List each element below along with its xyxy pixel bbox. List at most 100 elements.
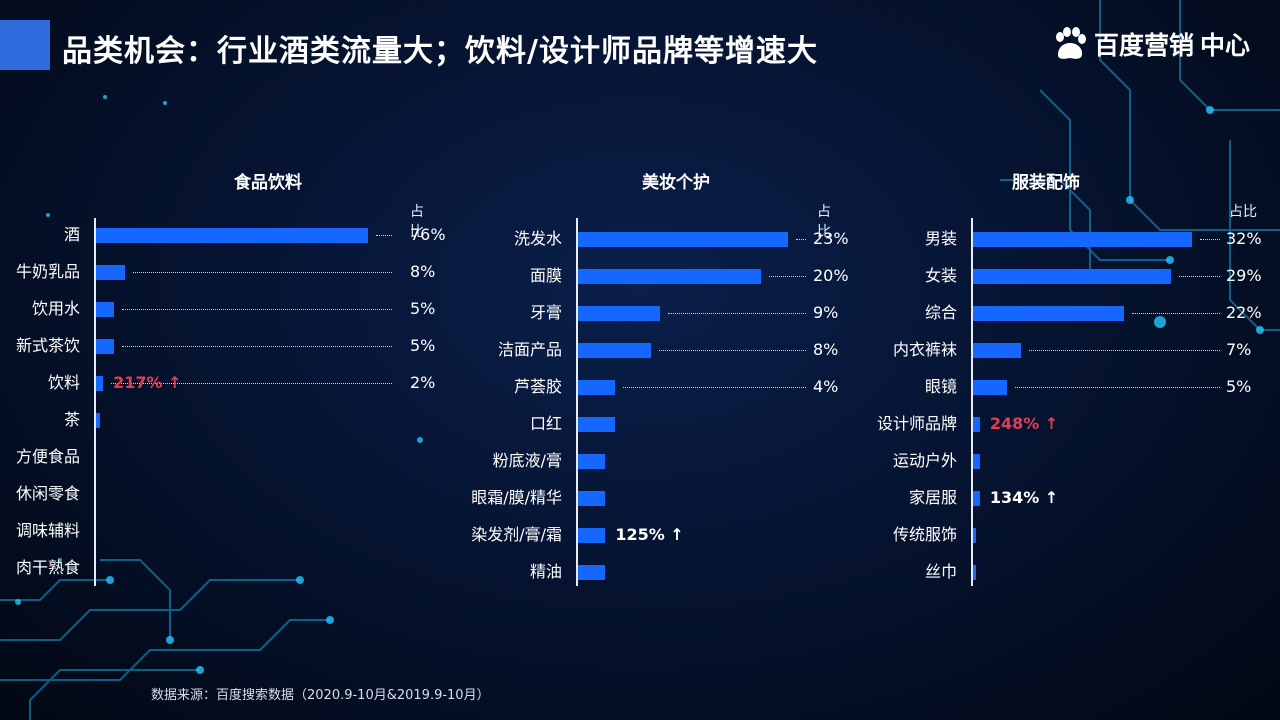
- share-value: 4%: [813, 377, 839, 396]
- brand-logo: 百度营销 中心: [1052, 26, 1250, 62]
- bar: [973, 491, 980, 506]
- category-label: 内衣裤袜: [892, 340, 957, 359]
- share-value: 8%: [813, 340, 839, 359]
- bar: [96, 302, 114, 317]
- category-label: 洁面产品: [497, 340, 562, 359]
- category-label: 运动户外: [892, 451, 957, 470]
- leader-line: [622, 387, 806, 388]
- bar: [973, 343, 1021, 358]
- leader-line: [668, 313, 806, 314]
- paw-icon: [1056, 27, 1086, 59]
- leader-line: [659, 350, 806, 351]
- share-value: 22%: [1226, 303, 1262, 322]
- leader-line: [768, 276, 806, 277]
- leader-line: [1131, 313, 1220, 314]
- category-label: 休闲零食: [15, 484, 80, 503]
- leader-line: [796, 239, 806, 240]
- category-label: 传统服饰: [892, 525, 957, 544]
- chart-beauty-care: 美妆个护 占比 洗发水 23% 面膜 20% 牙膏 9% 洁面产品 8% 芦荟胶 4% 口红 粉底液/…: [420, 160, 849, 590]
- bar: [578, 417, 615, 432]
- bar: [96, 228, 368, 243]
- share-header: 占比: [1229, 204, 1257, 220]
- chart-apparel: 服装配饰 占比 男装 32% 女装 29% 综合 22% 内衣裤袜 7% 眼镜 5% 设计师品牌 运动…: [840, 160, 1262, 590]
- chart-title: 食品饮料: [234, 173, 302, 193]
- share-value: 76%: [410, 225, 446, 244]
- leader-line: [1200, 239, 1220, 240]
- share-header: 占比: [410, 204, 424, 240]
- category-label: 芦荟胶: [513, 377, 562, 396]
- category-label: 方便食品: [15, 447, 80, 466]
- category-label: 牙膏: [529, 303, 562, 322]
- bar: [973, 528, 977, 543]
- bar: [973, 232, 1192, 247]
- category-label: 饮用水: [31, 299, 80, 318]
- category-label: 染发剂/膏/霜: [471, 525, 562, 544]
- bar: [578, 269, 761, 284]
- share-value: 2%: [410, 373, 436, 392]
- leader-line: [121, 309, 392, 310]
- brand-suffix: 中心: [1200, 31, 1251, 60]
- bar: [973, 269, 1172, 284]
- bar: [96, 376, 104, 391]
- leader-line: [1015, 387, 1220, 388]
- leader-line: [132, 272, 392, 273]
- category-label: 眼镜: [924, 377, 957, 396]
- bar: [973, 454, 980, 469]
- bar: [578, 491, 606, 506]
- y-axis: [94, 218, 96, 586]
- category-label: 眼霜/膜/精华: [471, 488, 562, 507]
- category-label: 新式茶饮: [15, 336, 80, 355]
- page-title: 品类机会：行业酒类流量大；饮料/设计师品牌等增速大: [62, 34, 818, 69]
- bar: [578, 528, 606, 543]
- category-label: 女装: [924, 266, 957, 285]
- share-value: 20%: [813, 266, 849, 285]
- growth-annotation: 248% ↑: [989, 414, 1059, 433]
- share-value: 7%: [1226, 340, 1252, 359]
- growth-annotation: 134% ↑: [989, 488, 1059, 507]
- category-label: 调味辅料: [15, 521, 80, 540]
- y-axis: [971, 218, 973, 586]
- y-axis: [576, 218, 578, 586]
- share-value: 8%: [410, 262, 436, 281]
- category-label: 饮料: [47, 373, 80, 392]
- category-label: 茶: [63, 410, 80, 429]
- bar: [96, 339, 114, 354]
- category-label: 酒: [63, 225, 80, 244]
- share-value: 5%: [410, 299, 436, 318]
- bar: [578, 380, 615, 395]
- category-label: 设计师品牌: [876, 414, 957, 433]
- share-header: 占比: [817, 204, 831, 240]
- bar: [578, 343, 652, 358]
- category-label: 粉底液/膏: [492, 451, 562, 470]
- category-label: 丝巾: [924, 562, 957, 581]
- category-label: 男装: [924, 229, 957, 248]
- data-source-note: 数据来源：百度搜索数据（2020.9-10月&2019.9-10月）: [151, 688, 490, 703]
- growth-annotation: 125% ↑: [615, 525, 684, 544]
- category-label: 精油: [529, 562, 562, 581]
- leader-line: [376, 235, 392, 236]
- bar: [578, 454, 606, 469]
- bar: [96, 413, 100, 428]
- share-value: 32%: [1226, 229, 1262, 248]
- category-label: 牛奶乳品: [15, 262, 80, 281]
- category-label: 口红: [529, 414, 562, 433]
- growth-annotation: 217% ↑: [113, 373, 182, 392]
- leader-line: [111, 383, 392, 384]
- chart-food-beverage: 食品饮料 占比 酒 76% 牛奶乳品 8% 饮用水 5% 新式茶饮 5% 饮料 2% 茶方便食品休闲…: [0, 160, 446, 590]
- chart-title: 服装配饰: [1012, 173, 1080, 193]
- leader-line: [1179, 276, 1220, 277]
- chart-title: 美妆个护: [642, 173, 710, 193]
- bar: [973, 417, 980, 432]
- bar: [96, 265, 125, 280]
- category-label: 洗发水: [513, 229, 562, 248]
- category-label: 综合: [924, 303, 957, 322]
- share-value: 9%: [813, 303, 839, 322]
- bar: [578, 306, 661, 321]
- share-value: 5%: [410, 336, 436, 355]
- bar: [578, 565, 606, 580]
- leader-line: [1028, 350, 1220, 351]
- bar: [973, 306, 1124, 321]
- bar: [973, 565, 976, 580]
- brand-name: 百度营销: [1094, 31, 1195, 60]
- category-label: 肉干熟食: [15, 558, 80, 577]
